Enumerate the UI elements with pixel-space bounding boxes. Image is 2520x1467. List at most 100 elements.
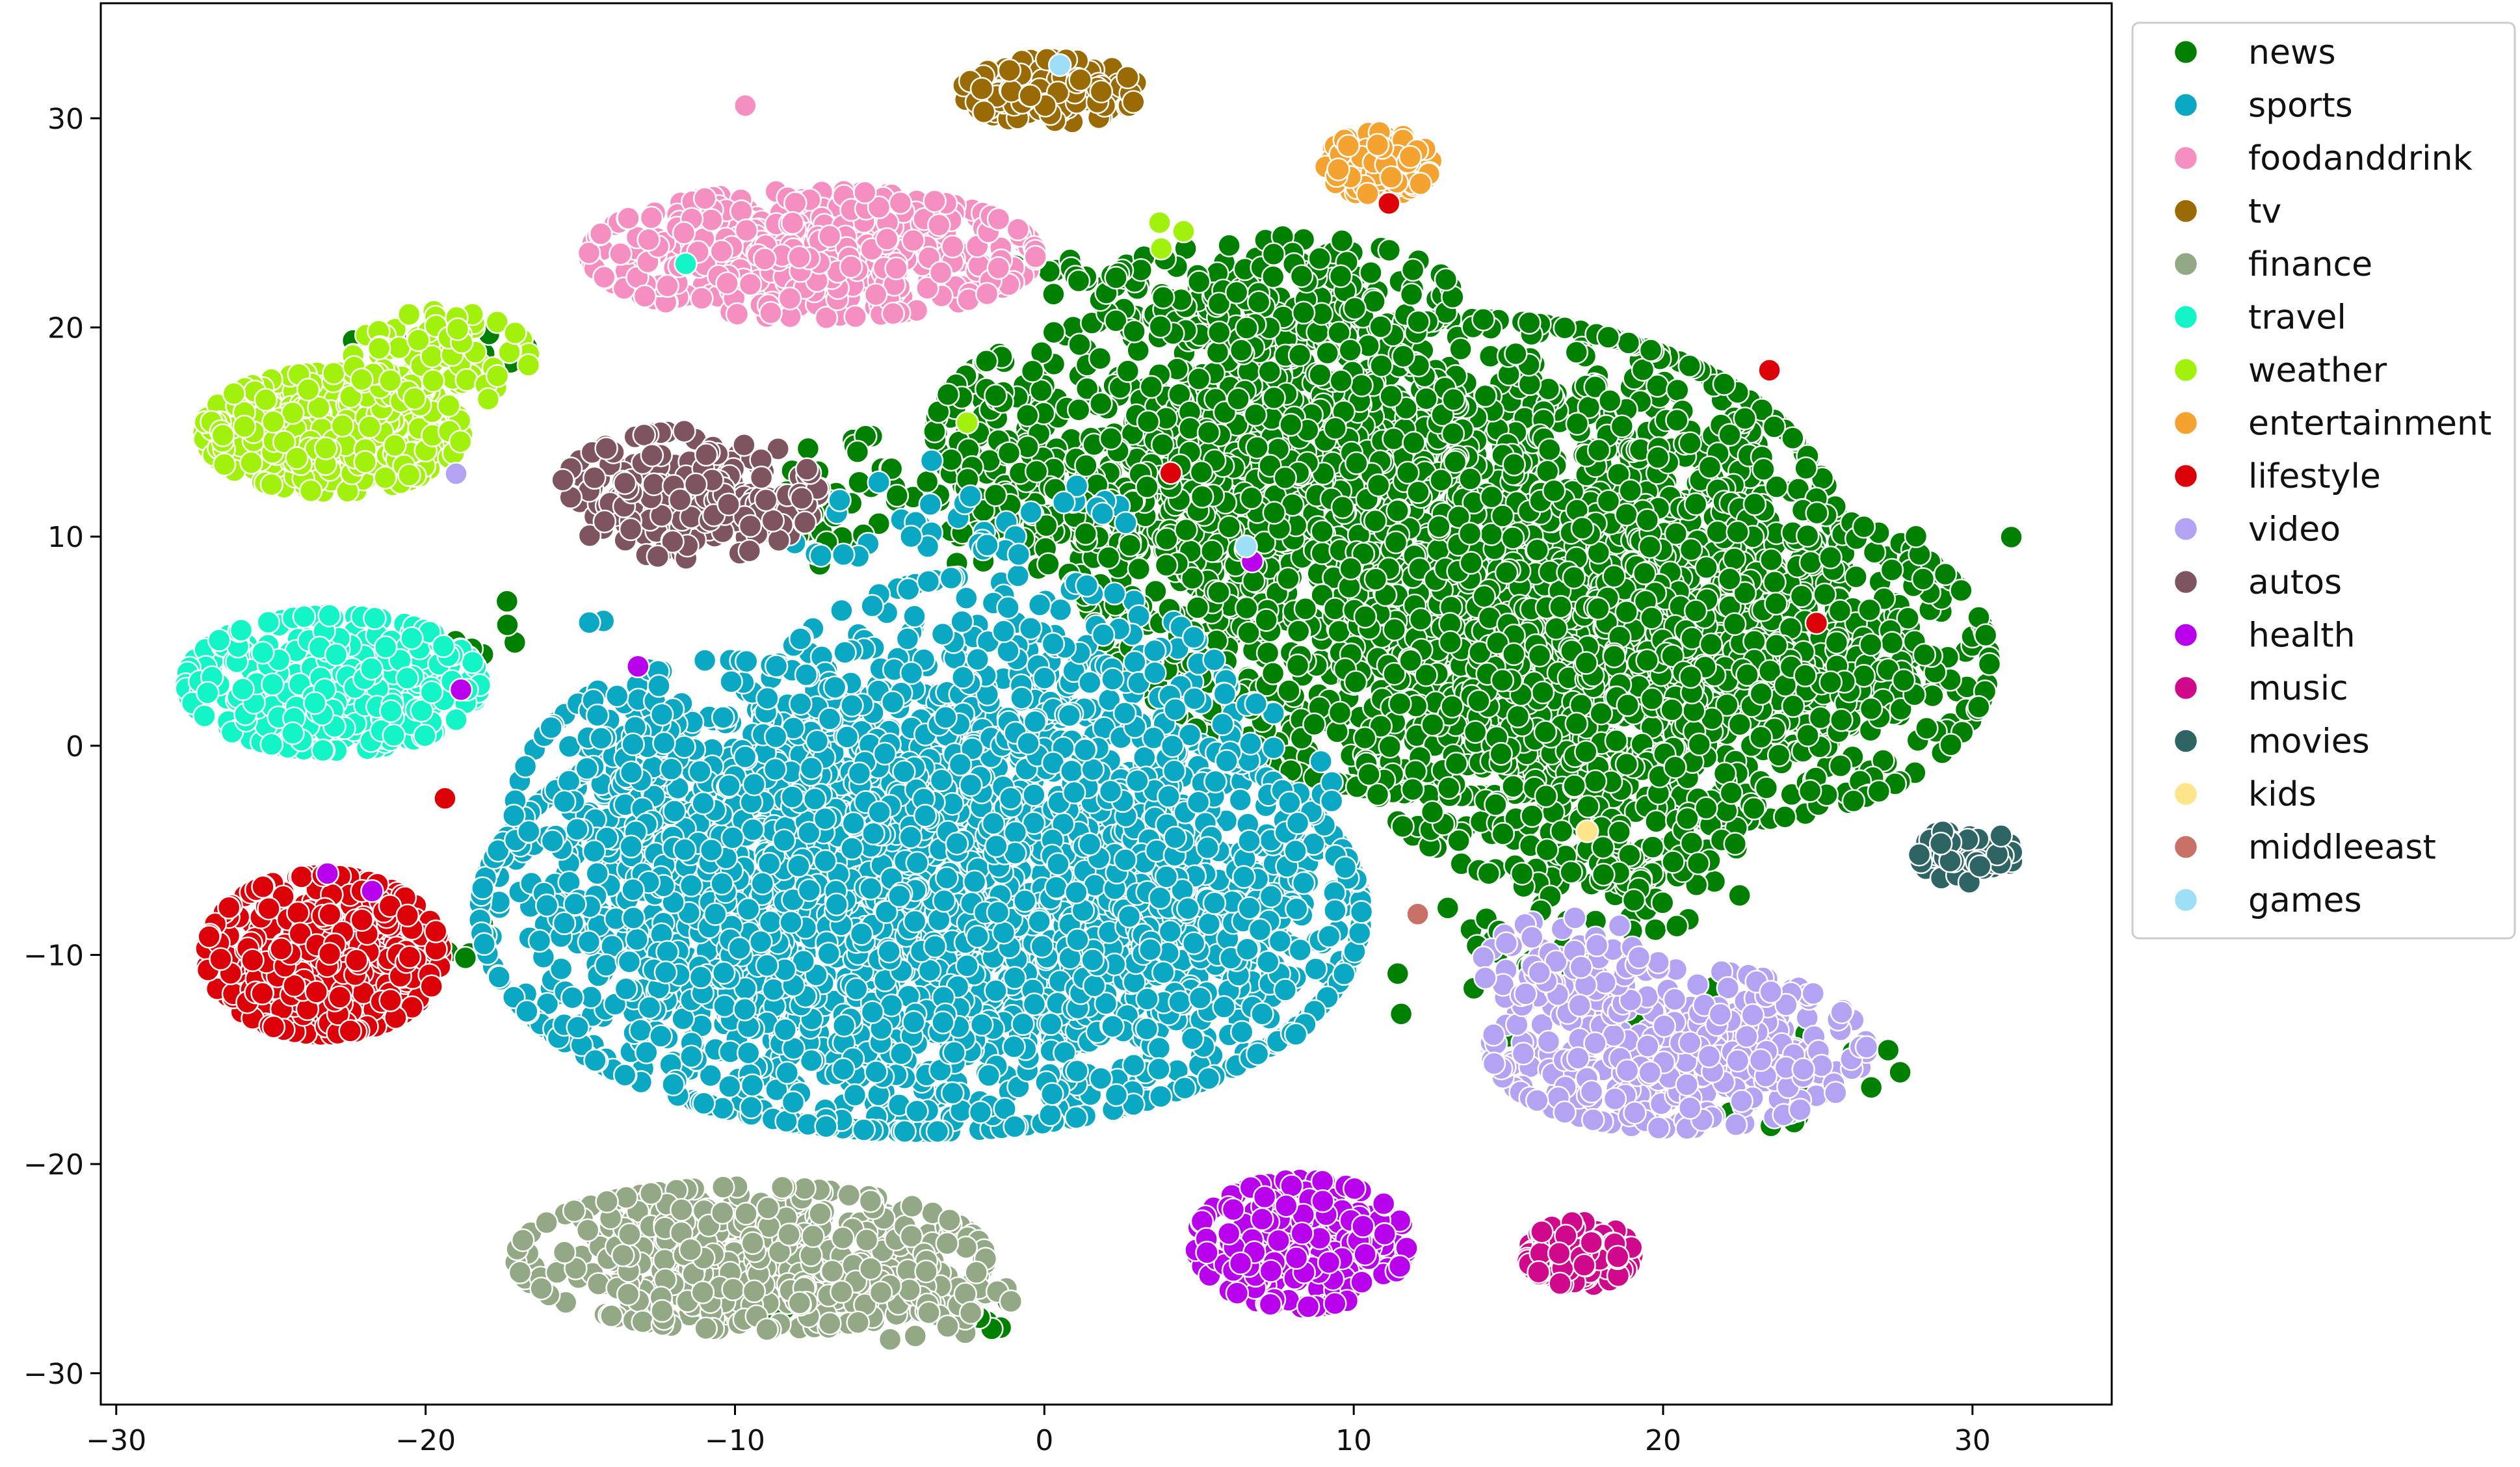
data-point-news xyxy=(1742,797,1766,821)
data-point-news xyxy=(1830,708,1854,732)
data-point-news xyxy=(1020,359,1045,383)
data-point-news xyxy=(1016,403,1040,428)
data-point-news xyxy=(1385,962,1410,986)
data-point-news xyxy=(1024,459,1049,484)
data-point-news xyxy=(1440,694,1464,719)
data-point-news xyxy=(1261,242,1286,267)
data-point-news xyxy=(1406,480,1430,505)
data-point-news xyxy=(1224,280,1249,305)
data-point-news xyxy=(1366,473,1391,497)
data-point-news xyxy=(1891,668,1916,693)
data-point-news xyxy=(1388,691,1412,716)
data-point-news xyxy=(1200,539,1224,563)
data-point-news xyxy=(1421,713,1445,737)
data-point-news xyxy=(1616,331,1641,355)
data-point-news xyxy=(1517,311,1542,335)
data-point-news xyxy=(1764,592,1788,616)
data-point-news xyxy=(1610,414,1634,438)
data-point-news xyxy=(1534,784,1558,808)
data-point-news xyxy=(1862,540,1887,564)
data-point-news xyxy=(885,484,910,508)
data-point-news xyxy=(1174,518,1198,542)
data-point-news xyxy=(1638,535,1662,559)
data-point-news xyxy=(1246,290,1271,314)
data-point-news xyxy=(1148,314,1173,339)
data-point-news xyxy=(1353,605,1378,629)
data-point-news xyxy=(1852,664,1876,688)
data-point-news xyxy=(1880,558,1904,582)
data-point-news xyxy=(1353,726,1377,750)
data-point-news xyxy=(1491,821,1516,846)
data-point-news xyxy=(1644,810,1668,834)
data-point-news xyxy=(1643,918,1668,942)
data-point-news xyxy=(1798,779,1822,803)
data-point-news xyxy=(1185,596,1210,620)
data-point-news xyxy=(997,441,1021,466)
data-point-news xyxy=(1818,545,1843,570)
data-point-news xyxy=(1261,661,1285,685)
data-point-news xyxy=(1406,310,1430,334)
data-point-news xyxy=(1187,270,1211,294)
data-point-news xyxy=(1490,668,1515,693)
data-point-news xyxy=(495,613,519,637)
data-point-news xyxy=(1350,373,1374,397)
data-point-news xyxy=(1330,495,1355,520)
series-news xyxy=(341,224,2023,1341)
data-point-news xyxy=(1315,341,1339,365)
data-point-news xyxy=(1852,514,1876,539)
data-point-news xyxy=(1330,228,1354,253)
data-point-news xyxy=(1502,642,1526,667)
data-point-news xyxy=(923,419,947,443)
data-point-news xyxy=(1293,596,1318,621)
data-point-news xyxy=(1719,781,1744,805)
data-point-news xyxy=(1398,648,1423,673)
data-point-news xyxy=(1793,663,1817,688)
data-point-news xyxy=(1635,648,1659,672)
data-point-news xyxy=(1382,617,1407,642)
data-point-news xyxy=(1489,742,1513,766)
data-point-news xyxy=(1276,566,1300,591)
data-point-news xyxy=(1042,320,1066,345)
data-point-news xyxy=(1136,410,1161,434)
data-point-news xyxy=(1844,564,1868,589)
data-point-news xyxy=(1650,891,1675,915)
data-point-news xyxy=(1694,555,1718,580)
data-point-news xyxy=(1150,432,1175,457)
data-point-news xyxy=(1618,479,1642,503)
data-point-news xyxy=(1042,282,1066,306)
data-point-news xyxy=(1564,711,1589,736)
data-point-news xyxy=(1473,384,1497,408)
data-point-news xyxy=(1126,338,1150,363)
data-point-news xyxy=(1286,619,1311,643)
data-point-news xyxy=(1765,633,1789,657)
data-point-news xyxy=(1287,343,1312,367)
data-point-news xyxy=(1933,562,1958,587)
data-point-news xyxy=(1705,520,1729,544)
data-point-news xyxy=(1437,776,1461,800)
data-point-news xyxy=(1369,315,1393,339)
data-point-news xyxy=(1999,525,2023,549)
data-point-news xyxy=(1574,739,1598,764)
data-point-news xyxy=(1549,594,1573,619)
data-point-news xyxy=(1544,616,1568,641)
data-point-news xyxy=(1217,233,1241,258)
data-point-news xyxy=(1565,412,1590,436)
data-point-news xyxy=(1339,557,1363,581)
data-point-news xyxy=(1773,805,1797,829)
data-point-news xyxy=(1699,632,1724,657)
data-point-news xyxy=(1399,282,1424,307)
data-point-news xyxy=(1722,547,1746,571)
data-point-news xyxy=(1559,860,1583,884)
data-point-news xyxy=(1463,720,1488,744)
data-point-news xyxy=(1818,670,1843,694)
data-point-news xyxy=(1824,630,1849,655)
data-point-news xyxy=(1363,509,1387,533)
data-point-news xyxy=(1665,408,1689,432)
data-point-news xyxy=(1859,1075,1883,1100)
data-point-news xyxy=(1542,479,1566,503)
data-point-news xyxy=(1614,752,1639,776)
data-point-news xyxy=(847,470,871,494)
data-point-news xyxy=(1664,914,1689,938)
data-point-news xyxy=(1912,642,1937,667)
